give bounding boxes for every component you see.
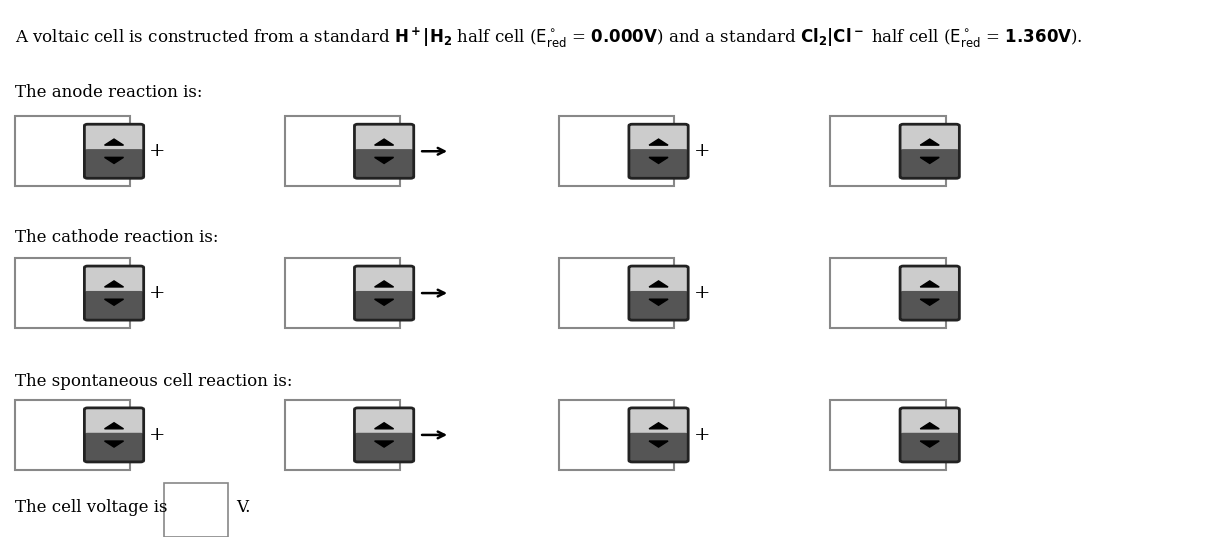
FancyBboxPatch shape [629, 266, 688, 295]
FancyBboxPatch shape [629, 291, 688, 320]
FancyBboxPatch shape [85, 433, 144, 462]
FancyBboxPatch shape [85, 408, 144, 437]
Polygon shape [650, 299, 668, 305]
Polygon shape [375, 281, 394, 287]
FancyBboxPatch shape [900, 149, 959, 178]
Bar [285, 258, 400, 328]
Bar [285, 400, 400, 470]
Text: +: + [694, 284, 710, 302]
Polygon shape [104, 157, 124, 164]
Polygon shape [104, 441, 124, 447]
Polygon shape [375, 299, 394, 305]
FancyBboxPatch shape [355, 149, 414, 178]
Bar [559, 116, 674, 186]
Polygon shape [104, 281, 124, 287]
Bar [830, 400, 946, 470]
Polygon shape [375, 441, 394, 447]
Text: +: + [149, 284, 166, 302]
Bar [285, 116, 400, 186]
FancyBboxPatch shape [85, 149, 144, 178]
Polygon shape [920, 139, 939, 145]
FancyBboxPatch shape [85, 291, 144, 320]
FancyBboxPatch shape [85, 266, 144, 295]
Polygon shape [375, 139, 394, 145]
Polygon shape [650, 423, 668, 429]
Bar [830, 258, 946, 328]
Polygon shape [650, 139, 668, 145]
Text: The cathode reaction is:: The cathode reaction is: [15, 229, 219, 246]
Bar [15, 400, 130, 470]
Text: +: + [149, 426, 166, 444]
Polygon shape [104, 299, 124, 305]
Bar [15, 116, 130, 186]
Bar [15, 258, 130, 328]
Text: A voltaic cell is constructed from a standard $\mathbf{H^+|H_2}$ half cell ($\ma: A voltaic cell is constructed from a sta… [15, 25, 1082, 50]
Polygon shape [920, 157, 939, 164]
FancyBboxPatch shape [900, 291, 959, 320]
Text: +: + [694, 142, 710, 160]
Bar [163, 483, 227, 536]
FancyBboxPatch shape [355, 408, 414, 437]
FancyBboxPatch shape [629, 408, 688, 437]
Polygon shape [650, 441, 668, 447]
FancyBboxPatch shape [355, 433, 414, 462]
Polygon shape [920, 423, 939, 429]
FancyBboxPatch shape [355, 124, 414, 153]
Polygon shape [920, 441, 939, 447]
FancyBboxPatch shape [900, 266, 959, 295]
Text: The spontaneous cell reaction is:: The spontaneous cell reaction is: [15, 373, 292, 391]
FancyBboxPatch shape [85, 124, 144, 153]
Text: The cell voltage is: The cell voltage is [15, 499, 167, 516]
Text: V.: V. [236, 499, 251, 516]
FancyBboxPatch shape [900, 433, 959, 462]
FancyBboxPatch shape [629, 433, 688, 462]
Polygon shape [104, 139, 124, 145]
Polygon shape [375, 423, 394, 429]
Polygon shape [920, 281, 939, 287]
Bar [830, 116, 946, 186]
Polygon shape [920, 299, 939, 305]
Polygon shape [104, 423, 124, 429]
Text: +: + [694, 426, 710, 444]
Polygon shape [650, 157, 668, 164]
FancyBboxPatch shape [629, 124, 688, 153]
Polygon shape [375, 157, 394, 164]
FancyBboxPatch shape [900, 408, 959, 437]
FancyBboxPatch shape [629, 149, 688, 178]
Polygon shape [650, 281, 668, 287]
Bar [559, 400, 674, 470]
Text: +: + [149, 142, 166, 160]
Bar [559, 258, 674, 328]
FancyBboxPatch shape [355, 266, 414, 295]
Text: The anode reaction is:: The anode reaction is: [15, 84, 203, 101]
FancyBboxPatch shape [900, 124, 959, 153]
FancyBboxPatch shape [355, 291, 414, 320]
